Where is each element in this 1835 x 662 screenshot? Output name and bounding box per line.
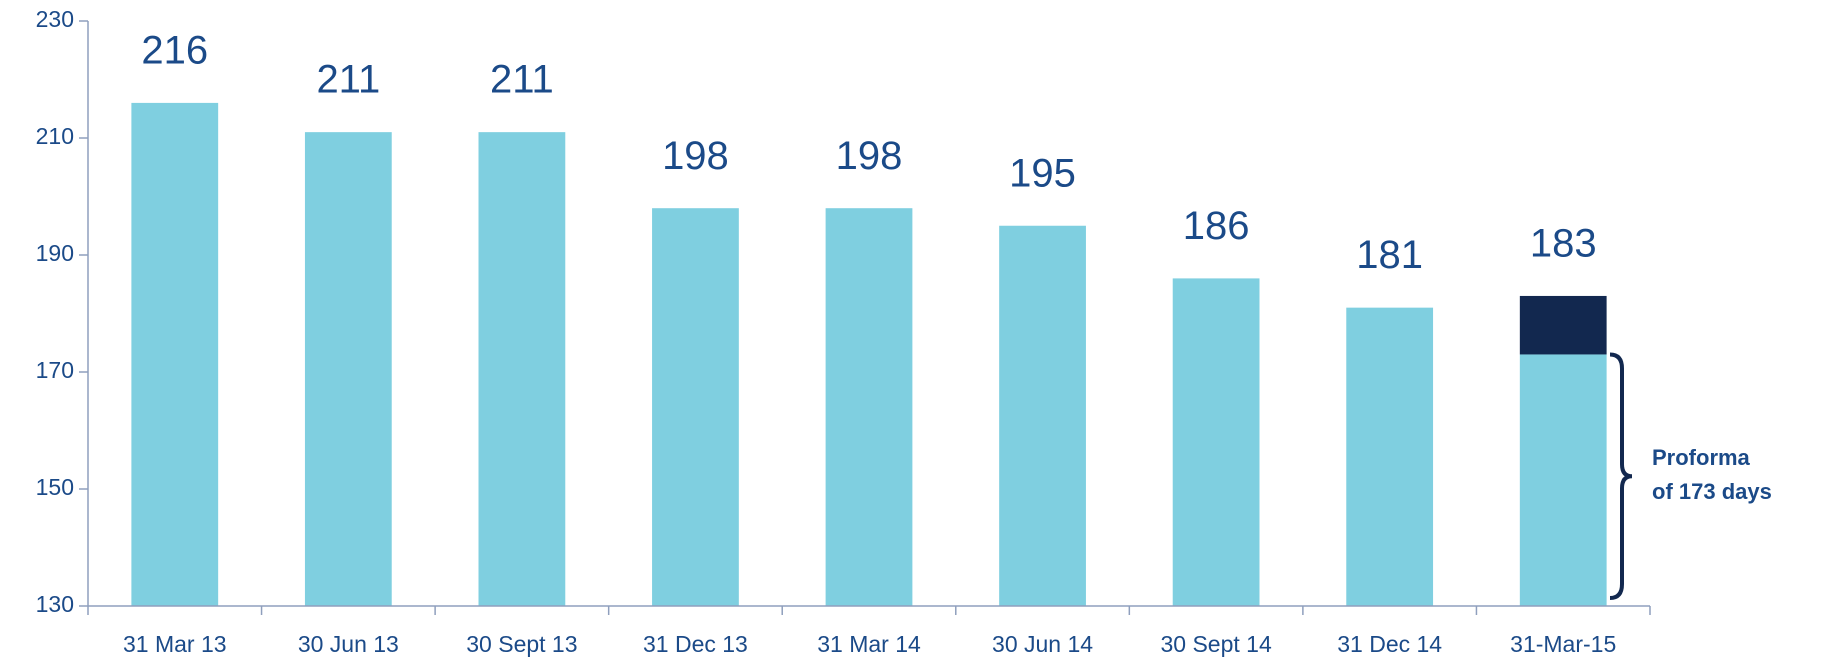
data-label: 186 <box>1183 204 1250 248</box>
bar <box>999 225 1086 606</box>
bar <box>478 132 566 606</box>
data-label: 216 <box>141 28 208 72</box>
x-tick-label: 31 Mar 13 <box>123 631 227 657</box>
bar <box>1519 354 1607 606</box>
data-label: 211 <box>316 58 380 102</box>
x-tick-label: 31 Dec 14 <box>1337 631 1442 657</box>
x-tick-label: 30 Jun 13 <box>298 631 399 657</box>
x-tick-label: 31-Mar-15 <box>1510 631 1616 657</box>
y-tick-label: 210 <box>36 123 74 149</box>
data-label: 211 <box>490 58 554 102</box>
x-tick-label: 30 Sept 14 <box>1160 631 1271 657</box>
data-label: 198 <box>836 134 903 178</box>
x-tick-label: 30 Jun 14 <box>992 631 1093 657</box>
bar <box>1519 295 1607 355</box>
brace <box>1609 352 1633 600</box>
y-tick-label: 150 <box>36 474 74 500</box>
data-label: 198 <box>662 134 729 178</box>
data-label: 181 <box>1356 233 1423 277</box>
bar <box>304 132 392 606</box>
x-tick-label: 31 Mar 14 <box>817 631 921 657</box>
data-label: 183 <box>1530 222 1597 266</box>
annotation: of 173 days <box>1652 479 1772 504</box>
bar <box>652 208 739 606</box>
bar <box>825 208 913 606</box>
x-tick-label: 30 Sept 13 <box>466 631 577 657</box>
annotation: Proforma <box>1652 445 1751 470</box>
x-tick-label: 31 Dec 13 <box>643 631 748 657</box>
y-tick-label: 130 <box>36 591 74 617</box>
bar <box>1172 278 1260 606</box>
y-tick-label: 170 <box>36 357 74 383</box>
bar <box>1346 307 1434 606</box>
data-label: 195 <box>1009 151 1076 195</box>
y-tick-label: 230 <box>36 6 74 32</box>
bar <box>131 102 219 607</box>
y-tick-label: 190 <box>36 240 74 266</box>
